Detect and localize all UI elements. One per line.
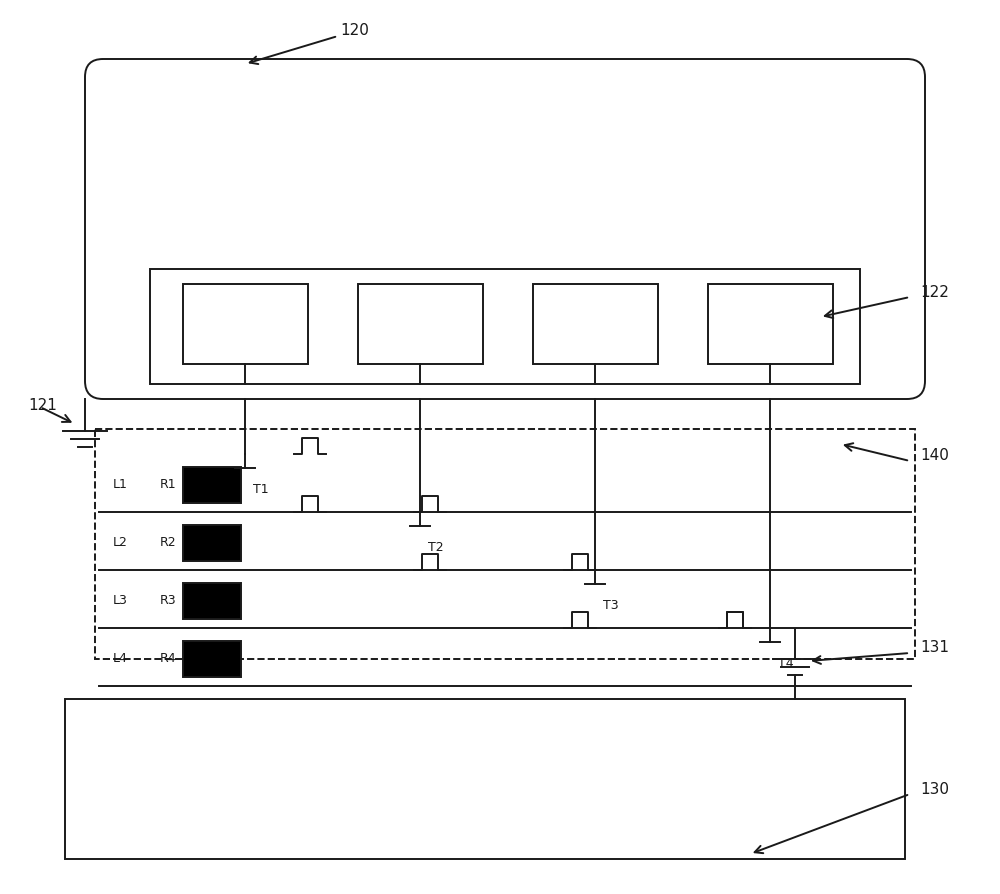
Text: R1: R1 (160, 478, 177, 491)
Text: 121: 121 (28, 397, 57, 412)
Text: 122: 122 (920, 284, 949, 299)
Bar (183, 584, 241, 620)
Bar (183, 526, 241, 561)
Bar (65, 699, 905, 859)
Text: 120: 120 (340, 22, 369, 38)
Text: T4: T4 (778, 656, 794, 670)
Text: L4: L4 (113, 652, 128, 665)
Text: T3: T3 (603, 598, 619, 611)
Text: L3: L3 (113, 594, 128, 607)
Bar (358, 284, 483, 365)
Bar (183, 284, 308, 365)
Text: R3: R3 (160, 594, 177, 607)
Text: 140: 140 (920, 447, 949, 462)
Bar (183, 468, 241, 503)
Text: L2: L2 (113, 536, 128, 549)
Bar (150, 270, 860, 384)
Bar (183, 641, 241, 678)
Text: T1: T1 (253, 483, 269, 495)
Text: R4: R4 (160, 652, 177, 665)
Text: 130: 130 (920, 781, 949, 797)
Text: R2: R2 (160, 536, 177, 549)
Text: L1: L1 (113, 478, 128, 491)
Text: 131: 131 (920, 640, 949, 654)
Bar (708, 284, 833, 365)
Bar (533, 284, 658, 365)
Text: T2: T2 (428, 540, 444, 553)
Bar (95, 429, 915, 659)
